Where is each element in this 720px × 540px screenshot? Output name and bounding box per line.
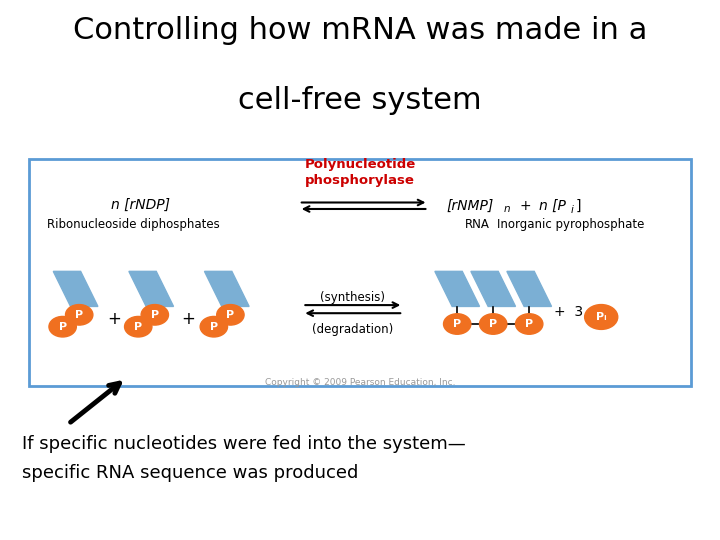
Text: P: P <box>525 319 534 329</box>
Text: P: P <box>150 310 159 320</box>
Circle shape <box>66 305 93 325</box>
Text: Pᵢ: Pᵢ <box>596 312 606 322</box>
Text: P: P <box>75 310 84 320</box>
Circle shape <box>516 314 543 334</box>
Circle shape <box>141 305 168 325</box>
Text: Ribonucleoside diphosphates: Ribonucleoside diphosphates <box>47 218 220 231</box>
Text: specific RNA sequence was produced: specific RNA sequence was produced <box>22 464 358 482</box>
Text: n [rNDP]: n [rNDP] <box>111 198 170 212</box>
Text: P: P <box>210 322 218 332</box>
Text: +: + <box>107 309 121 328</box>
Text: [rNMP]: [rNMP] <box>446 199 494 213</box>
Circle shape <box>125 316 152 337</box>
Polygon shape <box>435 271 480 306</box>
Text: n: n <box>504 204 510 214</box>
Text: P: P <box>134 322 143 332</box>
Polygon shape <box>129 271 174 306</box>
Text: If specific nucleotides were fed into the system—: If specific nucleotides were fed into th… <box>22 435 465 453</box>
Polygon shape <box>471 271 516 306</box>
Polygon shape <box>507 271 552 306</box>
Bar <box>29 159 691 386</box>
Circle shape <box>585 305 618 329</box>
Text: RNA: RNA <box>464 218 490 231</box>
Text: P: P <box>489 319 498 329</box>
Text: +  3: + 3 <box>554 305 583 319</box>
Circle shape <box>49 316 76 337</box>
Text: +: + <box>181 309 196 328</box>
Text: P: P <box>453 319 462 329</box>
Circle shape <box>444 314 471 334</box>
Text: (synthesis): (synthesis) <box>320 291 385 303</box>
Polygon shape <box>53 271 98 306</box>
Circle shape <box>200 316 228 337</box>
Text: cell-free system: cell-free system <box>238 86 482 116</box>
Text: P: P <box>58 322 67 332</box>
Circle shape <box>480 314 507 334</box>
Text: Polynucleotide
phosphorylase: Polynucleotide phosphorylase <box>305 158 415 187</box>
Text: ]: ] <box>576 199 582 213</box>
Text: P: P <box>226 310 235 320</box>
Text: (degradation): (degradation) <box>312 323 393 336</box>
Text: Copyright © 2009 Pearson Education, Inc.: Copyright © 2009 Pearson Education, Inc. <box>265 378 455 387</box>
Text: Inorganic pyrophosphate: Inorganic pyrophosphate <box>497 218 644 231</box>
Text: Controlling how mRNA was made in a: Controlling how mRNA was made in a <box>73 16 647 45</box>
Text: +: + <box>520 199 531 213</box>
Circle shape <box>217 305 244 325</box>
Polygon shape <box>204 271 249 306</box>
Text: n [P: n [P <box>539 199 565 213</box>
Text: i: i <box>571 205 574 215</box>
